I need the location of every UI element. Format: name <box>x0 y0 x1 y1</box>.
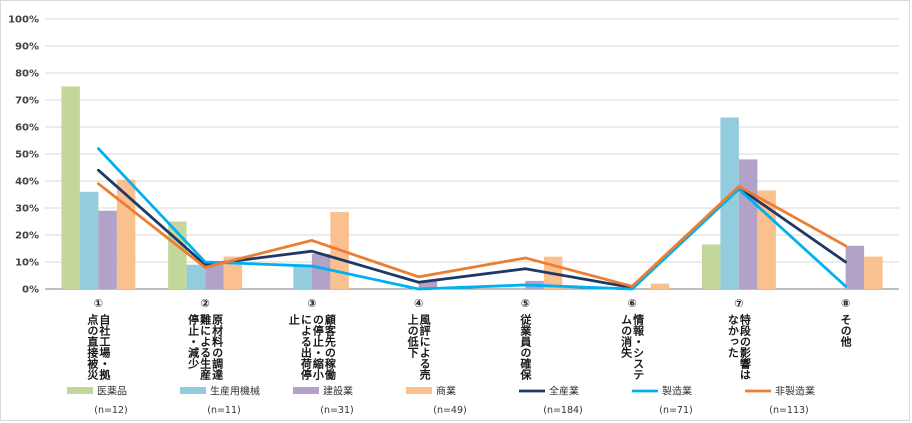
legend-swatch-3 <box>293 387 319 394</box>
bar-3-7 <box>738 159 758 289</box>
category-label-4-1: 風評による売 <box>418 314 431 381</box>
category-number-3: ③ <box>307 297 316 310</box>
category-number-4: ④ <box>414 297 423 310</box>
category-label-3-4: 止 <box>287 313 300 325</box>
y-tick-label: 90% <box>15 42 39 53</box>
bar-4-6 <box>650 283 670 289</box>
y-tick-label: 10% <box>15 258 39 269</box>
y-tick-label: 80% <box>15 69 39 80</box>
category-label-2-2: 難による生産 <box>199 313 212 381</box>
category-label-1-2: 点の直接被災 <box>86 313 100 381</box>
legend-label-6: 製造業 <box>662 385 692 398</box>
category-number-6: ⑥ <box>627 297 636 310</box>
bar-3-4 <box>418 280 438 289</box>
legend-n-2: (n=11) <box>207 405 240 416</box>
category-label-6-2: ムの消失 <box>620 314 633 359</box>
line-series-3 <box>96 182 848 288</box>
category-number-1: ① <box>94 297 103 310</box>
bar-4-8 <box>864 256 883 289</box>
legend-label-5: 全産業 <box>549 385 579 398</box>
bar-3-3 <box>311 253 331 289</box>
legend-n-1: (n=12) <box>94 405 127 416</box>
bar-3-1 <box>98 210 117 289</box>
category-label-5-1: 従業員の確保 <box>519 313 533 381</box>
bar-1-7 <box>701 244 721 289</box>
category-label-2-3: 停止・減少 <box>187 313 201 369</box>
bar-4-1 <box>116 179 136 289</box>
legend-n-6: (n=71) <box>659 405 692 416</box>
legend-label-7: 非製造業 <box>775 385 815 398</box>
legend-n-7: (n=113) <box>769 405 809 416</box>
y-tick-label: 50% <box>15 150 39 161</box>
bar-2-3 <box>293 264 312 289</box>
legend-n-4: (n=49) <box>433 405 466 416</box>
category-number-7: ⑦ <box>734 297 743 310</box>
y-tick-label: 20% <box>15 231 39 242</box>
y-tick-label: 40% <box>15 177 39 188</box>
category-number-5: ⑤ <box>521 297 530 310</box>
legend-label-3: 建設業 <box>323 385 353 398</box>
bar-4-7 <box>757 190 776 289</box>
y-tick-label: 100% <box>8 15 39 26</box>
category-label-7-2: なかった <box>726 314 739 358</box>
bar-3-8 <box>845 245 865 289</box>
category-label-3-1: 顧客先の稼働 <box>323 313 337 381</box>
y-tick-label: 70% <box>15 96 39 107</box>
legend-swatch-2 <box>180 387 206 394</box>
category-number-8: ⑧ <box>841 297 850 310</box>
category-label-3-3: による出荷停 <box>299 314 313 381</box>
bar-2-1 <box>79 191 99 289</box>
category-label-4-2: 上の低下 <box>406 313 420 359</box>
legend-n-5: (n=184) <box>543 405 583 416</box>
category-label-7-1: 特段の影響は <box>738 313 751 380</box>
category-label-8-1: その他 <box>839 314 853 348</box>
category-number-2: ② <box>200 297 209 310</box>
legend-n-3: (n=31) <box>320 405 353 416</box>
legend-label-1: 医薬品 <box>97 386 127 398</box>
legend-swatch-1 <box>67 387 93 394</box>
y-tick-label: 30% <box>15 204 39 215</box>
bar-2-2 <box>186 264 206 289</box>
y-tick-label: 60% <box>15 123 39 134</box>
legend-label-2: 生産用機械 <box>210 385 260 398</box>
category-label-6-1: 情報・システ <box>632 313 645 380</box>
legend-swatch-4 <box>406 387 432 394</box>
y-tick-label: 0% <box>22 285 39 296</box>
category-label-1-1: 自社工場・拠 <box>98 313 112 381</box>
bar-2-7 <box>720 117 739 289</box>
category-label-3-2: の停止・縮小 <box>311 314 325 381</box>
bar-1-1 <box>61 86 80 289</box>
legend-label-4: 商業 <box>436 385 456 398</box>
bar-4-2 <box>223 256 243 289</box>
category-label-2-1: 原材料の調達 <box>211 314 224 381</box>
bar-3-2 <box>205 263 224 289</box>
